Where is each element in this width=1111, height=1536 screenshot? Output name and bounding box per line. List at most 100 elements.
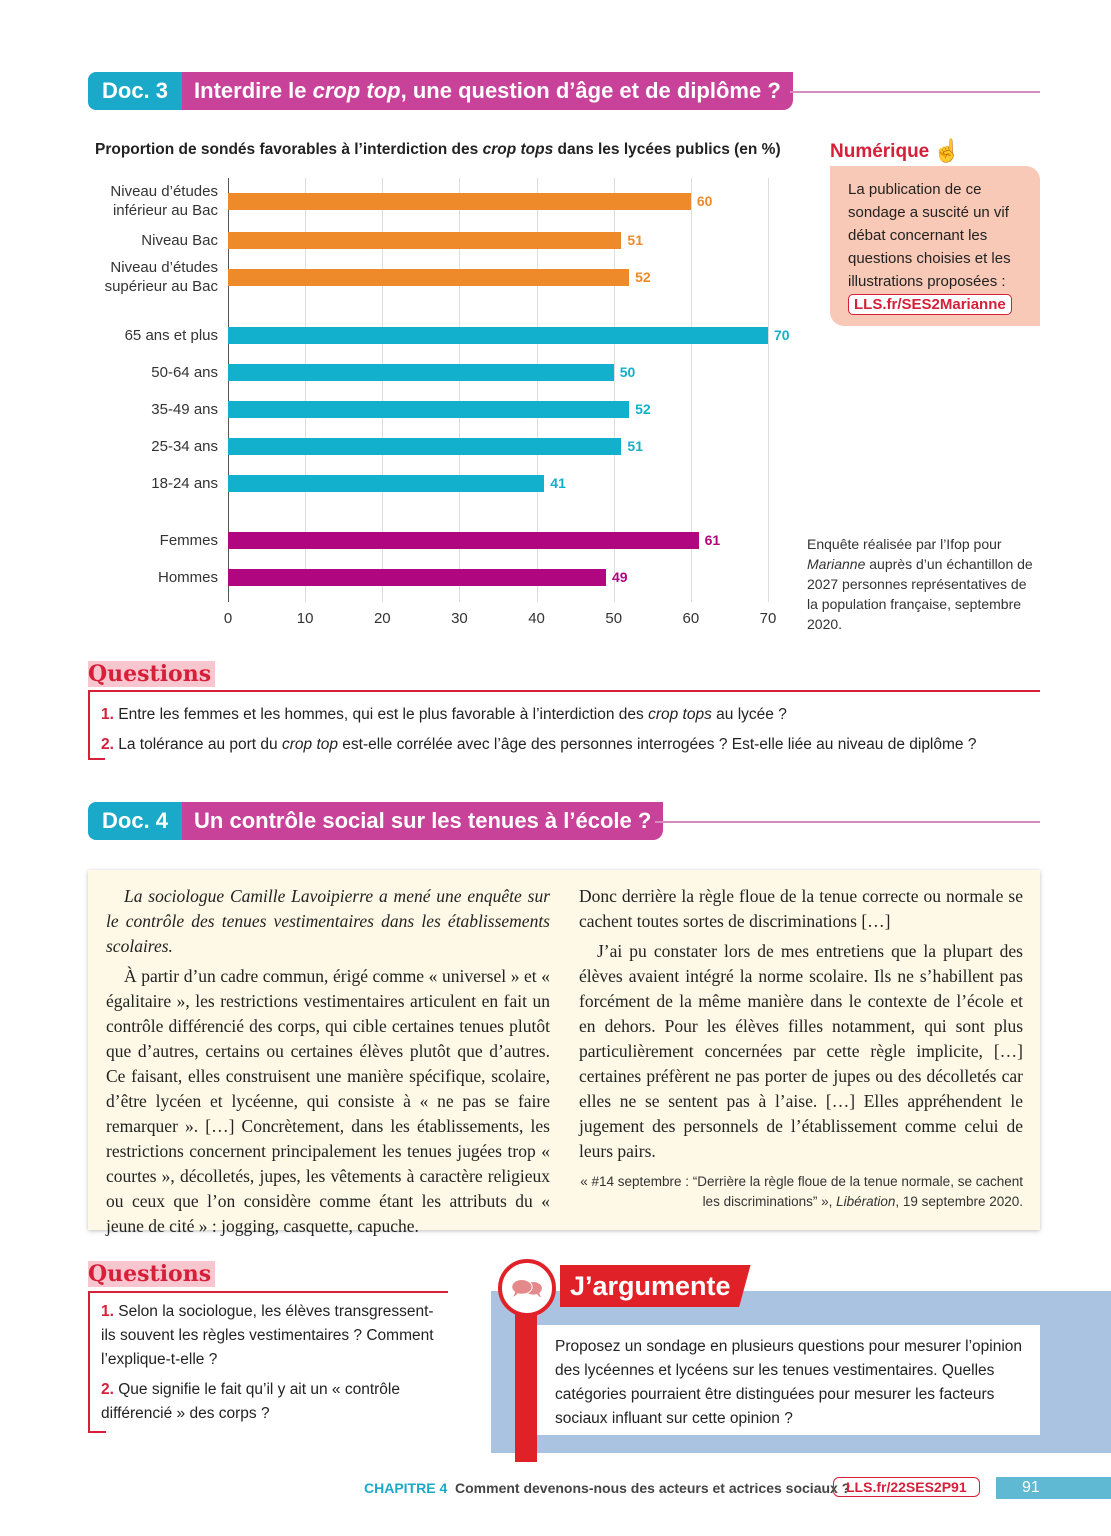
paragraph: Donc derrière la règle floue de la tenue… (579, 886, 1023, 931)
data-label: 52 (635, 269, 651, 285)
gridline (613, 178, 615, 602)
q-num: 1. (101, 706, 114, 723)
footer-link[interactable]: LLS.fr/22SES2P91 (833, 1477, 980, 1497)
question-2: 2. La tolérance au port du crop top est-… (101, 730, 976, 760)
bar (228, 327, 768, 344)
chart-title: Proportion de sondés favorables à l’inte… (95, 141, 781, 159)
data-label: 50 (619, 364, 636, 380)
t: crop top (281, 736, 338, 753)
doc-title: Un contrôle social sur les tenues à l’éc… (182, 802, 664, 840)
t: , 19 septembre 2020. (895, 1194, 1023, 1209)
t: Que signifie le fait qu’il y ait un « co… (101, 1381, 400, 1422)
t: dans les lycées publics (en %) (553, 141, 781, 158)
questions-title: Questions (88, 1261, 216, 1287)
gridline (382, 178, 384, 602)
gridline (459, 178, 461, 602)
bar (228, 569, 606, 586)
text-box: La sociologue Camille Lavoipierre a mené… (88, 870, 1040, 1236)
data-label: 51 (627, 438, 643, 454)
y-tick-label: 50-64 ans (151, 364, 218, 381)
t: La tolérance au port du (113, 736, 282, 753)
t: au lycée ? (711, 706, 787, 723)
t: Entre les femmes et les hommes, qui est … (113, 706, 649, 723)
bar (228, 401, 630, 418)
questions-list: 1. Entre les femmes et les hommes, qui e… (101, 700, 976, 760)
t: Libération (836, 1194, 896, 1209)
divider (88, 1431, 106, 1433)
x-tick-label: 20 (373, 610, 391, 627)
y-tick-label: Niveau d’études inférieur au Bac (110, 183, 218, 219)
x-tick-label: 30 (451, 610, 468, 627)
t: Proportion de sondés favorables à l’inte… (95, 141, 483, 158)
question-1: 1. Entre les femmes et les hommes, qui e… (101, 700, 976, 730)
t: « #14 septembre : “Derrière la règle flo… (580, 1174, 1023, 1209)
footer: CHAPITRE 4 Comment devenons-nous des act… (364, 1480, 850, 1496)
numerique-link[interactable]: LLS.fr/SES2Marianne (848, 294, 1012, 315)
numerique-box: La publication de ce sondage a suscité u… (830, 166, 1040, 326)
data-label: 49 (612, 569, 628, 585)
y-tick-label: 35-49 ans (151, 401, 218, 418)
q-num: 1. (101, 1303, 114, 1320)
t: Selon la sociologue, les élèves transgre… (101, 1303, 434, 1368)
y-tick-label: 18-24 ans (151, 475, 218, 492)
question-1: 1. Selon la sociologue, les élèves trans… (101, 1300, 446, 1372)
y-tick-label: Hommes (157, 569, 218, 586)
red-stem (515, 1310, 537, 1462)
bar (228, 475, 545, 492)
paragraph: J’ai pu constater lors de mes entretiens… (579, 941, 1023, 1161)
doc4-header: Doc. 4 Un contrôle social sur les tenues… (88, 802, 664, 840)
bracket (88, 692, 105, 760)
doc-number: Doc. 4 (88, 802, 183, 840)
chapter-label: CHAPITRE 4 (364, 1480, 448, 1496)
jargumente-title: J’argumente (560, 1265, 751, 1307)
data-label: 61 (704, 532, 721, 548)
numerique-text: La publication de ce sondage a suscité u… (848, 181, 1011, 290)
gridline (305, 178, 307, 602)
q-num: 2. (101, 736, 114, 753)
y-tick-label: 65 ans et plus (124, 327, 218, 344)
questions-list: 1. Selon la sociologue, les élèves trans… (101, 1300, 446, 1426)
numerique-title: Numérique (830, 141, 930, 162)
t: Marianne (807, 556, 866, 572)
bracket (88, 1291, 448, 1433)
doc-title: Interdire le crop top, une question d’âg… (182, 72, 793, 110)
data-label: 70 (774, 327, 790, 343)
bar (228, 532, 699, 549)
bar (228, 232, 622, 249)
column-right: Donc derrière la règle floue de la tenue… (579, 884, 1023, 1212)
questions-title: Questions (88, 661, 216, 687)
x-tick-label: 70 (759, 610, 777, 627)
t: est-elle corrélée avec l’âge des personn… (338, 736, 977, 753)
y-tick-label: Niveau Bac (141, 232, 218, 249)
bar (228, 193, 691, 210)
touch-hand-icon: ☝ (933, 138, 961, 163)
title-text: , une question d’âge et de diplôme ? (400, 78, 781, 103)
page-number: 91 (996, 1477, 1111, 1499)
x-tick-label: 50 (605, 610, 623, 627)
t: Enquête réalisée par l’Ifop pour (807, 536, 1002, 552)
bar (228, 269, 630, 286)
gridline (536, 178, 538, 602)
bar (228, 438, 622, 455)
speech-bubbles-icon: 🗪 (498, 1259, 556, 1317)
data-label: 52 (635, 401, 651, 417)
divider (655, 821, 1040, 823)
data-label: 60 (696, 193, 713, 209)
data-label: 51 (627, 232, 643, 248)
x-tick-label: 0 (223, 610, 233, 627)
title-em: crop top (312, 78, 401, 103)
title-text: Interdire le (194, 78, 313, 103)
gridline (768, 178, 769, 602)
jargumente-text: Proposez un sondage en plusieurs questio… (537, 1325, 1040, 1435)
doc3-header: Doc. 3 Interdire le crop top, une questi… (88, 72, 793, 110)
chapter-title: Comment devenons-nous des acteurs et act… (455, 1480, 851, 1496)
data-label: 41 (550, 475, 566, 491)
t: crop tops (648, 706, 712, 723)
divider (790, 91, 1040, 93)
y-axis (228, 178, 229, 602)
x-tick-label: 10 (296, 610, 314, 627)
x-tick-label: 60 (682, 610, 700, 627)
doc-number: Doc. 3 (88, 72, 183, 110)
bar (228, 364, 614, 381)
